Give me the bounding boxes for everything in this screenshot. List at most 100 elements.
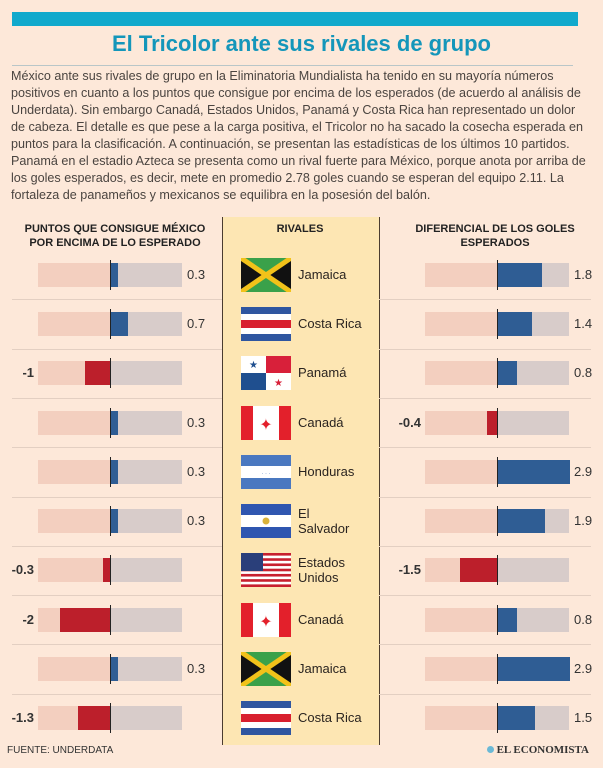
bar-positive: [497, 262, 542, 287]
points-bar: [38, 358, 182, 389]
zero-line: [497, 259, 498, 290]
points-bar: [38, 407, 182, 438]
bar-positive: [110, 262, 118, 287]
flag-panama-icon: ★ ★: [241, 356, 291, 391]
value-label: 0.7: [187, 315, 206, 331]
zero-line: [497, 506, 498, 537]
row-divider: [379, 447, 591, 449]
bar-track-negative: [425, 459, 497, 484]
bar-negative: [487, 410, 497, 435]
goals-diff-bar: [425, 259, 569, 290]
bar-positive: [497, 311, 532, 336]
row-divider: [12, 693, 222, 695]
row-divider: [379, 693, 591, 695]
zero-line: [497, 456, 498, 487]
bar-positive: [110, 410, 118, 435]
row-divider: [12, 595, 222, 597]
bar-track-negative: [38, 509, 110, 534]
rival-name: Panamá: [298, 365, 347, 381]
zero-line: [497, 604, 498, 635]
bar-track-positive: [110, 361, 182, 386]
bar-track-negative: [38, 262, 110, 287]
value-label: 1.5: [574, 710, 593, 726]
svg-text:· · ·: · · ·: [261, 471, 270, 477]
flag-costa-rica-icon: [241, 701, 291, 736]
value-label: -1: [22, 365, 34, 381]
points-bar: [38, 604, 182, 635]
rival-name: Honduras: [298, 463, 355, 479]
bar-positive: [497, 509, 545, 534]
rival-name: El Salvador: [298, 506, 350, 537]
row-divider: [12, 644, 222, 646]
zero-line: [110, 407, 111, 438]
value-label: -1.5: [398, 562, 421, 578]
bar-negative: [77, 706, 110, 731]
bar-positive: [497, 361, 517, 386]
source-note: FUENTE: UNDERDATA: [7, 745, 114, 756]
bar-track-positive: [110, 558, 182, 583]
bar-negative: [85, 361, 110, 386]
bar-track-negative: [425, 410, 497, 435]
points-bar: [38, 456, 182, 487]
rival-name: Canadá: [298, 611, 344, 627]
rival-name: Estados Unidos: [298, 555, 345, 586]
zero-line: [497, 407, 498, 438]
bar-positive: [110, 459, 118, 484]
top-accent-bar: [12, 12, 578, 26]
goals-diff-bar: [425, 407, 569, 438]
zero-line: [110, 604, 111, 635]
flag-el-salvador-icon: [241, 504, 291, 539]
zero-line: [497, 654, 498, 685]
row-divider: [12, 299, 222, 301]
left-header: PUNTOS QUE CONSIGUE MÉXICO POR ENCIMA DE…: [24, 223, 206, 249]
value-label: 1.8: [574, 266, 593, 282]
points-bar: [38, 506, 182, 537]
value-label: -1.3: [11, 710, 34, 726]
bar-positive: [110, 311, 128, 336]
zero-line: [497, 703, 498, 734]
svg-text:★: ★: [249, 360, 258, 371]
svg-text:★: ★: [274, 378, 283, 389]
zero-line: [497, 555, 498, 586]
points-bar: [38, 703, 182, 734]
row-divider: [379, 397, 591, 399]
bar-positive: [497, 706, 535, 731]
bar-track-positive: [110, 607, 182, 632]
row-divider: [12, 348, 222, 350]
bar-positive: [497, 657, 570, 682]
row-divider: [379, 348, 591, 350]
bar-track-negative: [425, 706, 497, 731]
value-label: 0.8: [574, 365, 593, 381]
bar-track-positive: [497, 410, 569, 435]
flag-jamaica-icon: [239, 255, 293, 294]
value-label: 0.3: [187, 266, 206, 282]
intro-paragraph: México ante sus rivales de grupo en la E…: [11, 69, 586, 202]
goals-diff-bar: [425, 456, 570, 487]
flag-jamaica-icon: [239, 649, 293, 689]
bar-track-positive: [110, 657, 182, 682]
brand-name: EL ECONOMISTA: [496, 744, 589, 756]
svg-text:✦: ✦: [259, 417, 272, 434]
bar-track-positive: [497, 558, 569, 583]
bar-track-positive: [110, 410, 182, 435]
bar-positive: [110, 657, 118, 682]
flag-canada-icon: ✦: [241, 405, 291, 440]
value-label: 2.9: [574, 463, 593, 479]
bar-track-negative: [425, 657, 497, 682]
rival-name: Jamaica: [298, 266, 347, 282]
row-divider: [12, 447, 222, 449]
rival-name: Costa Rica: [298, 710, 362, 726]
zero-line: [110, 456, 111, 487]
value-label: 0.8: [574, 611, 593, 627]
value-label: 0.3: [187, 513, 206, 529]
flag-canada-icon: ✦: [241, 602, 291, 637]
row-divider: [12, 397, 222, 399]
value-label: -0.4: [398, 414, 421, 430]
row-divider: [12, 496, 222, 498]
zero-line: [110, 358, 111, 389]
bar-track-negative: [425, 607, 497, 632]
row-divider: [379, 595, 591, 597]
bar-track-negative: [38, 459, 110, 484]
right-header: DIFERENCIAL DE LOS GOLES ESPERADOS: [415, 223, 575, 249]
bar-track-negative: [38, 311, 110, 336]
